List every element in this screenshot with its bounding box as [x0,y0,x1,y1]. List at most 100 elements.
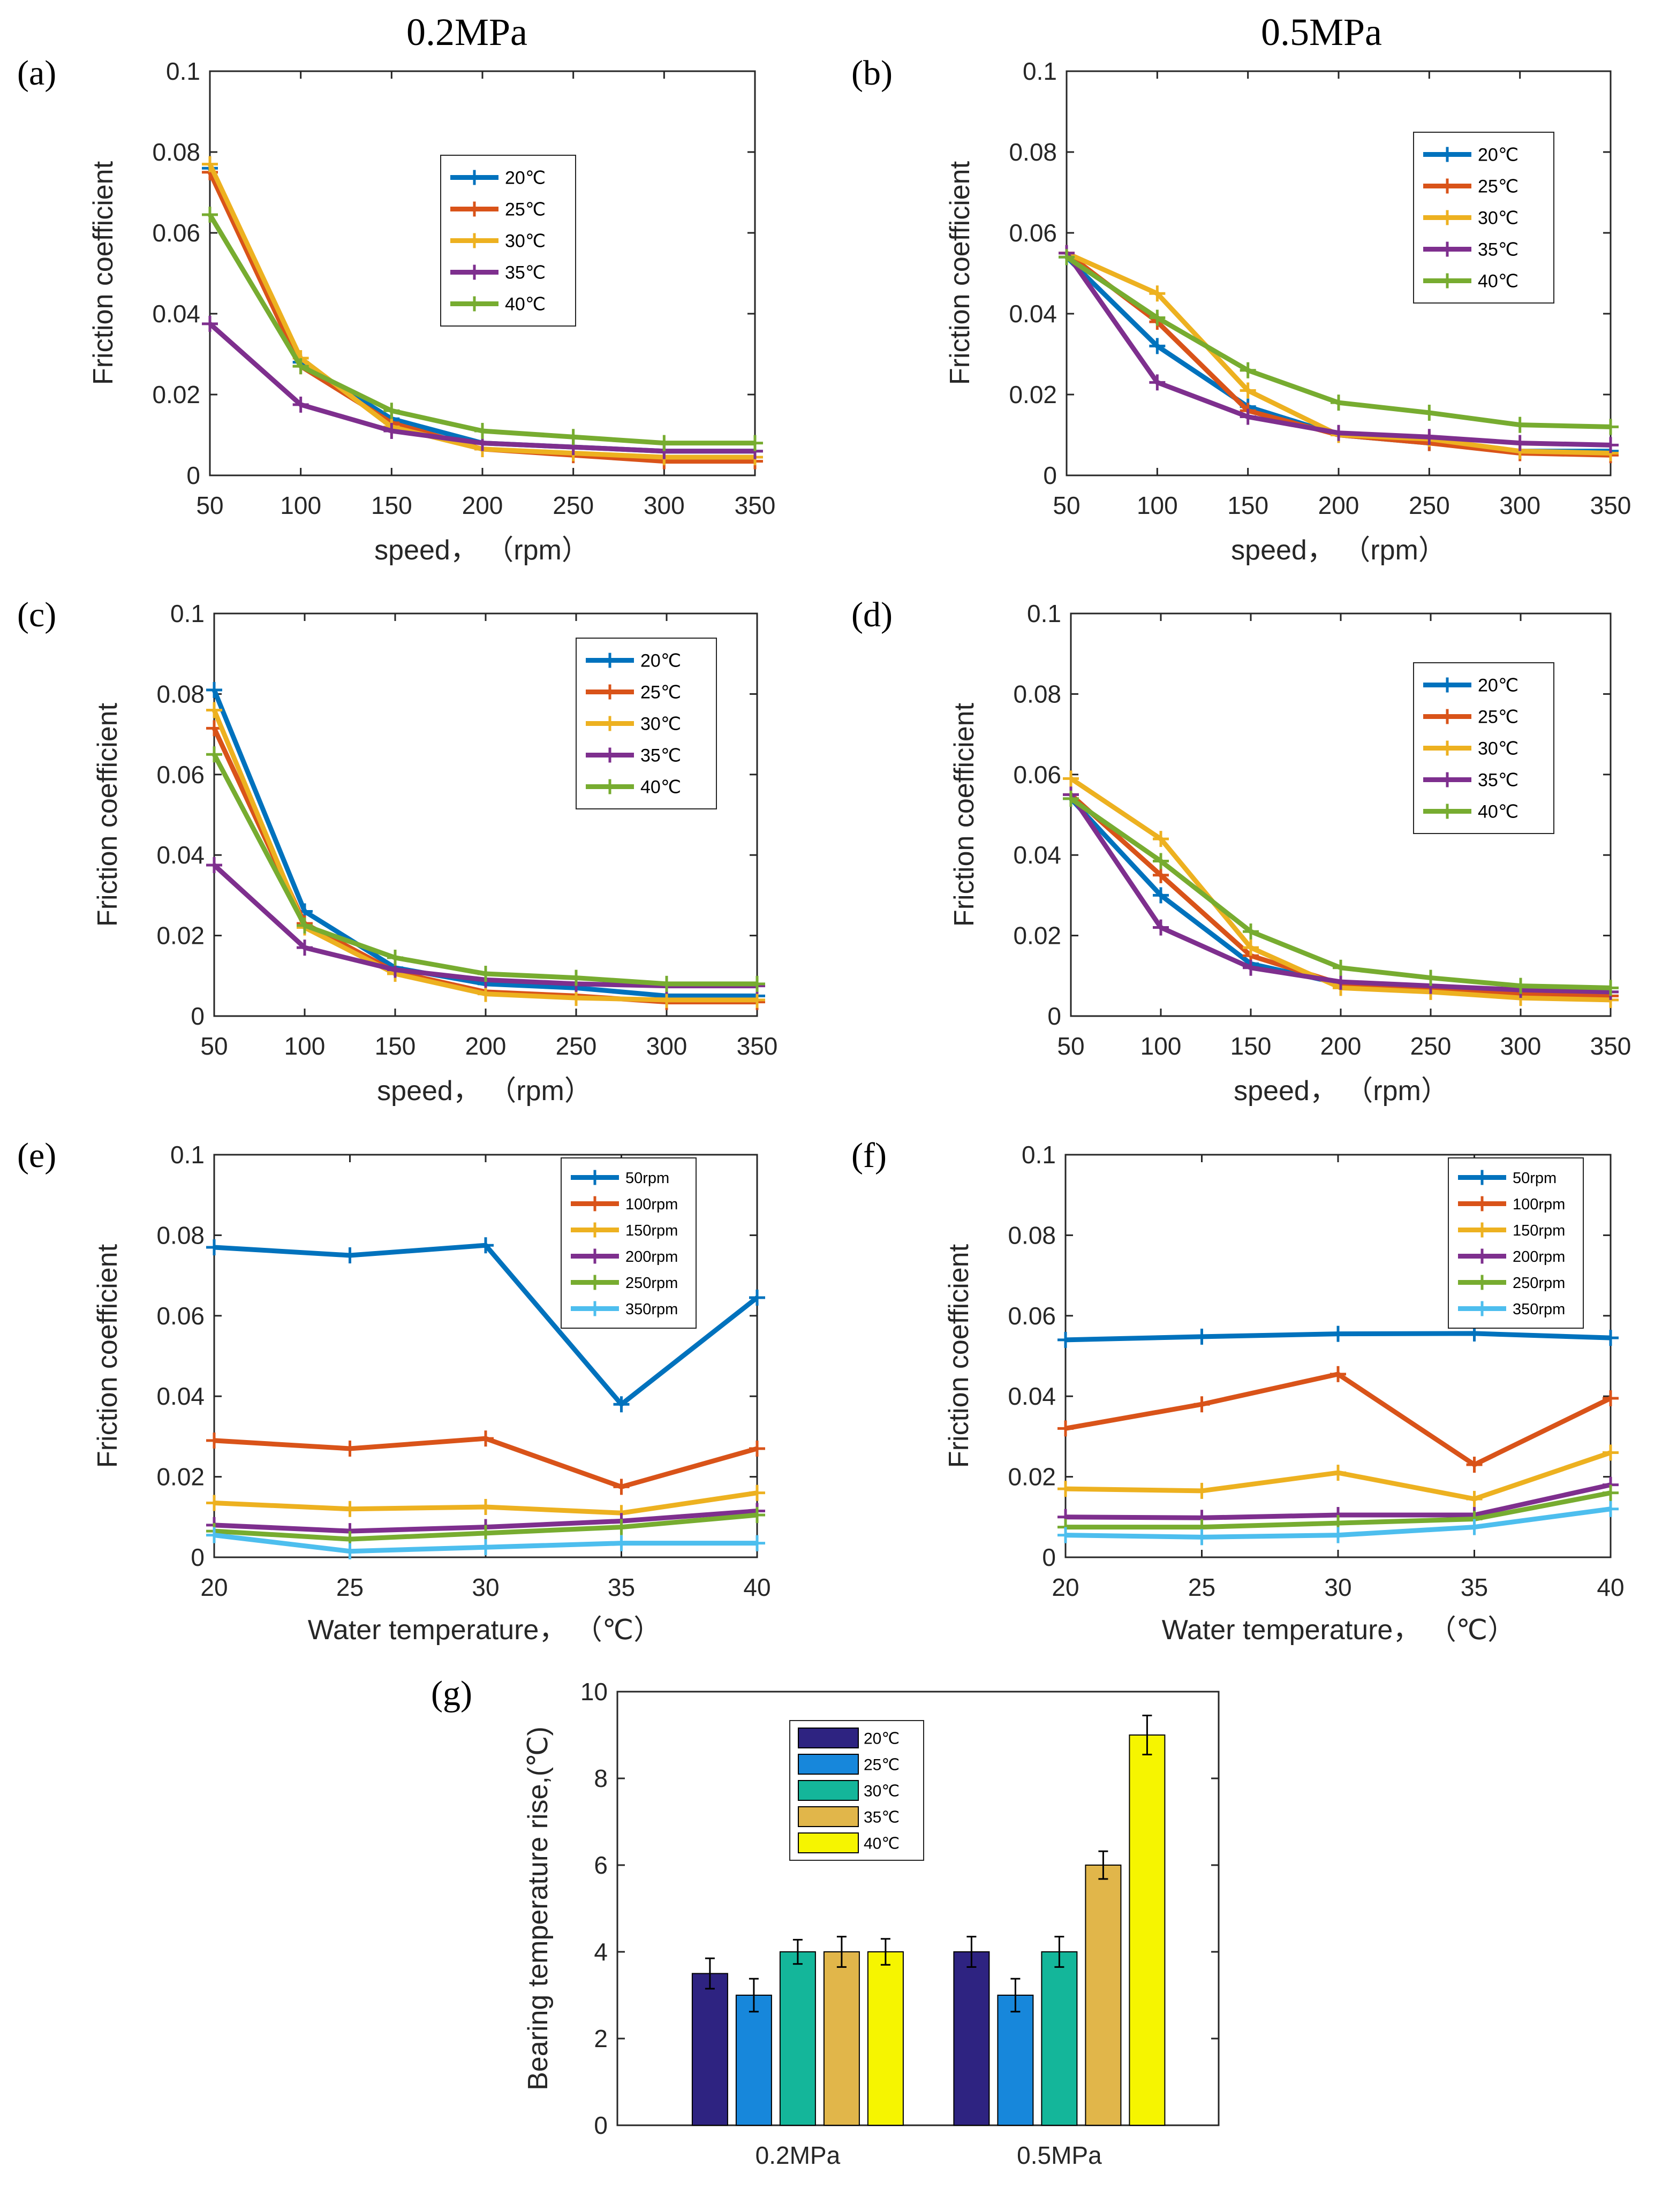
y-tick-label-f: 0.02 [1008,1463,1056,1491]
legend-label: 150rpm [625,1222,678,1239]
panel-label-a: (a) [17,54,56,93]
legend-swatch [798,1754,859,1775]
y-tick-label-e: 0.06 [156,1302,205,1330]
legend-label: 200rpm [1513,1248,1565,1266]
y-tick-label-g: 2 [594,2025,608,2052]
legend-label: 250rpm [1513,1275,1565,1292]
y-tick-label-b: 0.08 [1009,138,1057,166]
bar-series-25℃ [735,1978,1034,2126]
x-tick-label-c: 350 [737,1032,778,1060]
y-tick-label-b: 0 [1043,461,1057,489]
legend-label: 50rpm [625,1170,669,1187]
x-tick-label-f: 20 [1052,1573,1079,1601]
y-axis-label-g: Bearing temperature rise,(℃) [523,1726,554,2090]
x-axis-label-f: Water temperature， （℃） [1162,1615,1515,1646]
y-tick-label-d: 0.1 [1027,600,1061,627]
x-axis-label-b: speed， （rpm） [1231,535,1446,566]
y-tick-label-d: 0.02 [1013,922,1061,950]
legend-label: 40℃ [864,1835,900,1852]
bar [1129,1734,1166,2126]
y-tick-label-c: 0 [191,1002,205,1030]
y-axis-label-d: Friction coefficient [949,702,980,927]
x-tick-label-b: 150 [1227,491,1268,519]
x-tick-label-d: 200 [1320,1032,1362,1060]
x-tick-label-e: 35 [608,1573,635,1601]
x-tick-label-a: 200 [462,491,503,519]
y-tick-label-a: 0.04 [152,300,200,328]
y-tick-label-e: 0.02 [156,1463,205,1491]
y-tick-label-a: 0.08 [152,138,200,166]
series-e-50rpm [206,1237,765,1413]
legend-label: 25℃ [1478,177,1519,197]
header-left: 0.2MPa [406,11,527,54]
panel-label-f: (f) [851,1136,887,1175]
legend-label: 350rpm [625,1301,678,1318]
bar [997,1995,1034,2126]
y-tick-label-b: 0.1 [1023,57,1057,85]
x-tick-label-d: 50 [1057,1032,1084,1060]
x-tick-label-f: 30 [1324,1573,1351,1601]
x-tick-label-a: 100 [280,491,321,519]
y-tick-label-e: 0.08 [156,1221,205,1249]
x-tick-label-c: 300 [646,1032,688,1060]
bar [823,1951,860,2126]
x-tick-label-f: 25 [1188,1573,1215,1601]
y-tick-label-a: 0.1 [166,57,200,85]
y-tick-label-d: 0.06 [1013,761,1061,789]
y-tick-label-f: 0.1 [1022,1141,1056,1169]
legend-swatch [798,1832,859,1853]
bar [1085,1865,1122,2126]
series-f-250rpm [1057,1484,1619,1535]
bar [867,1951,904,2126]
x-axis-label-d: speed， （rpm） [1234,1075,1449,1107]
panel-label-g: (g) [431,1674,472,1713]
legend-label: 200rpm [625,1248,678,1266]
y-tick-label-a: 0.06 [152,219,200,247]
y-tick-label-g: 6 [594,1851,608,1879]
y-tick-label-f: 0 [1042,1543,1056,1571]
y-tick-label-c: 0.02 [156,922,205,950]
bar [1041,1951,1078,2126]
x-tick-label-c: 150 [375,1032,416,1060]
x-axis-label-c: speed， （rpm） [377,1075,592,1107]
y-tick-label-b: 0.06 [1009,219,1057,247]
panel-label-e: (e) [17,1136,56,1175]
x-tick-label-g: 0.2MPa [756,2141,841,2169]
series-c-40℃ [206,746,765,992]
y-tick-label-f: 0.04 [1008,1382,1056,1410]
panel-label-c: (c) [17,595,56,634]
y-axis-label-b: Friction coefficient [945,161,976,385]
legend-label: 30℃ [1478,208,1519,229]
legend-label: 30℃ [864,1782,900,1800]
x-tick-label-b: 250 [1409,491,1450,519]
x-tick-label-b: 50 [1053,491,1080,519]
bar [691,1973,728,2126]
series-f-150rpm [1057,1444,1619,1507]
y-tick-label-e: 0.1 [170,1141,205,1169]
legend-label: 20℃ [640,651,681,671]
y-tick-label-e: 0.04 [156,1382,205,1410]
legend-label: 50rpm [1513,1170,1557,1187]
y-tick-label-g: 10 [580,1678,608,1706]
legend-label: 35℃ [864,1808,900,1826]
y-axis-label-f: Friction coefficient [943,1244,974,1468]
y-tick-label-c: 0.08 [156,680,205,708]
x-tick-label-d: 150 [1230,1032,1272,1060]
legend-label: 25℃ [864,1756,900,1774]
legend-label: 100rpm [1513,1196,1565,1213]
x-tick-label-a: 50 [196,491,223,519]
x-tick-label-b: 300 [1499,491,1540,519]
x-tick-label-c: 100 [284,1032,326,1060]
legend-swatch [798,1806,859,1827]
y-tick-label-e: 0 [191,1543,205,1571]
series-a-40℃ [202,207,763,451]
x-tick-label-b: 100 [1137,491,1178,519]
panel-label-b: (b) [851,54,893,93]
x-axis-label-e: Water temperature， （℃） [308,1615,661,1646]
series-e-150rpm [206,1484,765,1521]
x-tick-label-f: 40 [1597,1573,1624,1601]
y-axis-label-e: Friction coefficient [92,1244,123,1468]
legend-label: 25℃ [505,200,546,220]
x-tick-label-e: 30 [472,1573,499,1601]
